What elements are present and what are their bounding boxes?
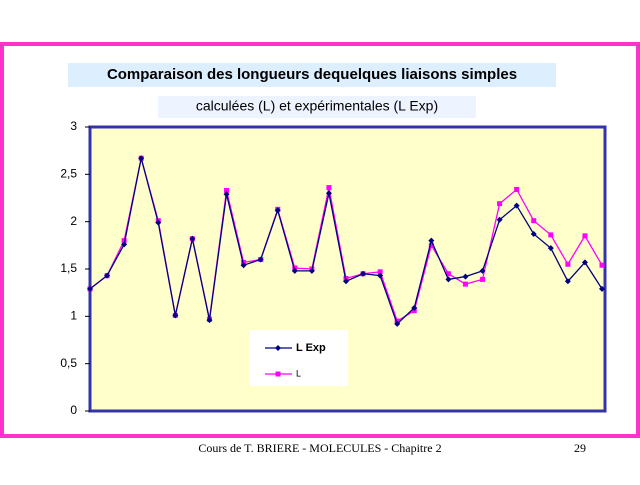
- marker: [497, 201, 503, 207]
- marker: [343, 278, 349, 285]
- marker: [325, 190, 332, 197]
- marker: [480, 276, 486, 282]
- marker: [360, 270, 367, 277]
- chart-subtitle: calculées (L) et expérimentales (L Exp): [196, 98, 438, 114]
- page-number: 29: [574, 441, 586, 455]
- y-tick-label: 2,5: [60, 167, 77, 181]
- title-highlight: [68, 63, 556, 87]
- marker: [275, 345, 281, 351]
- marker: [308, 267, 315, 274]
- legend-label: L Exp: [296, 342, 326, 354]
- marker: [87, 285, 93, 292]
- marker: [104, 272, 111, 279]
- marker: [428, 237, 435, 244]
- marker: [428, 242, 434, 248]
- marker: [240, 262, 247, 269]
- marker: [274, 207, 281, 214]
- y-tick-label: 1,5: [60, 261, 77, 275]
- marker: [377, 269, 383, 275]
- y-tick-label: 2: [70, 214, 77, 228]
- marker: [581, 259, 588, 266]
- footer-text: Cours de T. BRIERE - MOLECULES - Chapitr…: [198, 441, 441, 455]
- marker: [599, 262, 605, 268]
- marker: [599, 285, 605, 292]
- chart-title: Comparaison des longueurs dequelques lia…: [107, 66, 517, 83]
- subtitle-highlight: [158, 96, 476, 118]
- marker: [531, 218, 537, 224]
- marker: [189, 235, 196, 242]
- marker: [223, 191, 230, 198]
- marker: [462, 273, 469, 280]
- y-tick-label: 1: [70, 309, 77, 323]
- marker: [394, 320, 401, 327]
- marker: [275, 371, 281, 377]
- marker: [138, 155, 145, 162]
- marker: [206, 317, 213, 324]
- marker: [445, 271, 451, 277]
- marker: [411, 304, 418, 311]
- marker: [565, 261, 571, 267]
- marker: [496, 216, 503, 223]
- marker: [224, 187, 230, 193]
- marker: [172, 312, 179, 319]
- marker: [377, 272, 384, 279]
- marker: [479, 267, 486, 274]
- marker: [547, 245, 554, 252]
- marker: [257, 256, 264, 263]
- marker: [548, 232, 554, 238]
- marker: [155, 219, 162, 226]
- marker: [513, 202, 520, 209]
- legend-label: L: [296, 368, 301, 378]
- marker: [564, 278, 571, 285]
- y-tick-label: 3: [70, 119, 77, 133]
- marker: [121, 238, 127, 244]
- marker: [445, 276, 452, 283]
- y-tick-label: 0,5: [60, 356, 77, 370]
- legend-box: [250, 330, 348, 386]
- y-tick-label: 0: [70, 403, 77, 417]
- marker: [530, 230, 537, 237]
- marker: [582, 233, 588, 239]
- marker: [326, 185, 332, 191]
- marker: [462, 281, 468, 287]
- marker: [291, 267, 298, 274]
- marker: [514, 186, 520, 192]
- marker: [121, 241, 128, 248]
